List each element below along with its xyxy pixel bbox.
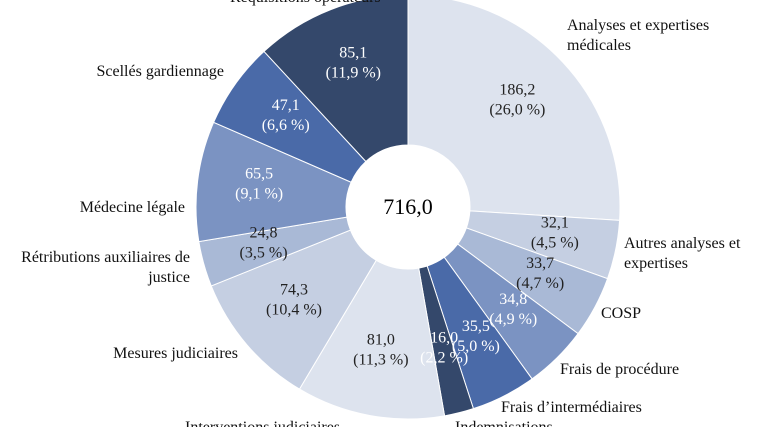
category-label: Autres analyses et expertises <box>624 235 741 272</box>
donut-segment <box>298 259 446 420</box>
donut-segment <box>263 0 409 163</box>
percent-label: (4,9 %) <box>489 311 537 328</box>
total-label: 716,0 <box>383 194 433 219</box>
value-label: 81,0 <box>367 332 395 349</box>
category-label: Scellés gardiennage <box>96 63 225 80</box>
value-label: 16,0 <box>430 330 458 347</box>
percent-label: (3,5 %) <box>240 244 288 261</box>
category-label: Interventions judiciaires <box>185 418 340 427</box>
value-label: 33,7 <box>526 255 554 272</box>
category-label: Rétributions auxiliaires de justice <box>21 249 190 286</box>
percent-label: (5,0 %) <box>452 338 500 355</box>
percent-label: (26,0 %) <box>489 101 545 118</box>
value-label: 186,2 <box>499 81 535 98</box>
percent-label: (11,9 %) <box>326 64 381 81</box>
value-label: 35,5 <box>462 318 490 335</box>
donut-segment <box>195 121 352 243</box>
category-label: Indemnisations <box>455 418 553 427</box>
category-label: Frais d’intermédiaires <box>501 399 642 416</box>
category-label: Analyses et expertises médicales <box>567 17 710 54</box>
category-label: Réquisitions opérateurs <box>230 0 381 8</box>
value-label: 32,1 <box>541 214 569 231</box>
value-label: 47,1 <box>272 97 300 114</box>
category-label: Frais de procédure <box>560 361 680 378</box>
percent-label: (9,1 %) <box>235 186 283 203</box>
category-label: Mesures judiciaires <box>113 345 238 362</box>
percent-label: (10,4 %) <box>266 301 322 318</box>
value-label: 85,1 <box>339 44 367 61</box>
value-label: 24,8 <box>250 224 278 241</box>
category-label: COSP <box>601 305 642 322</box>
value-label: 34,8 <box>499 291 527 308</box>
percent-label: (6,6 %) <box>262 117 310 134</box>
value-label: 65,5 <box>245 166 273 183</box>
value-label: 74,3 <box>280 281 308 298</box>
category-label: Médecine légale <box>79 199 185 216</box>
percent-label: (11,3 %) <box>353 352 408 369</box>
percent-label: (4,5 %) <box>531 234 579 251</box>
percent-label: (4,7 %) <box>516 275 564 292</box>
donut-segment <box>407 0 621 221</box>
percent-label: (2,2 %) <box>420 350 468 367</box>
